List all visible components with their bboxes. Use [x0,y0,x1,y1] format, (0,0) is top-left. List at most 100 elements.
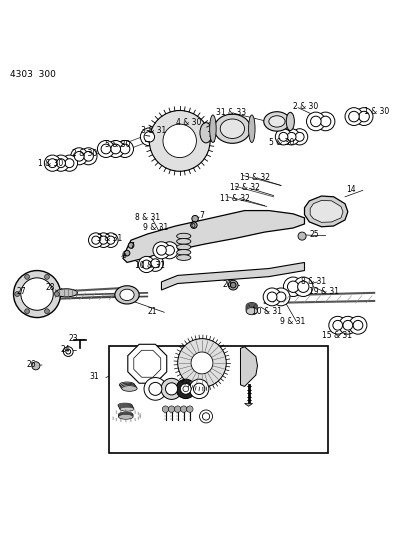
Polygon shape [304,196,348,227]
Circle shape [71,148,88,165]
Text: 15 & 31: 15 & 31 [322,331,352,340]
Circle shape [284,129,299,145]
Circle shape [191,222,197,229]
Circle shape [180,384,191,394]
Ellipse shape [286,112,294,131]
Text: 14: 14 [346,185,355,194]
Text: 9 & 31: 9 & 31 [280,317,306,326]
Circle shape [320,116,331,127]
Circle shape [189,379,209,399]
Ellipse shape [120,407,134,411]
Polygon shape [244,403,253,406]
Ellipse shape [119,405,133,409]
Ellipse shape [220,119,244,139]
Circle shape [147,255,164,271]
Circle shape [276,292,286,302]
Ellipse shape [120,383,135,389]
Ellipse shape [210,115,216,142]
Circle shape [161,378,182,399]
Ellipse shape [177,255,191,261]
Circle shape [149,382,162,395]
Circle shape [200,410,213,423]
Text: 25: 25 [309,230,319,239]
Circle shape [63,347,73,357]
Text: 2 & 30: 2 & 30 [72,149,98,158]
Ellipse shape [177,239,191,244]
Circle shape [202,413,210,420]
Text: 1 & 30: 1 & 30 [364,107,389,116]
Text: 19 & 31: 19 & 31 [308,287,339,296]
Circle shape [287,132,296,141]
Ellipse shape [118,404,133,408]
Circle shape [48,159,57,167]
Circle shape [228,280,238,290]
Ellipse shape [177,244,191,250]
Circle shape [191,352,213,374]
Text: 3 & 31: 3 & 31 [97,235,122,244]
Circle shape [359,111,369,122]
Circle shape [98,141,115,157]
Ellipse shape [55,289,78,297]
Text: 13 & 32: 13 & 32 [240,173,271,182]
Circle shape [111,144,120,154]
Circle shape [267,292,277,302]
Text: 7: 7 [199,212,204,220]
Circle shape [183,386,188,392]
Circle shape [329,317,347,334]
Circle shape [316,112,335,131]
Circle shape [89,233,103,247]
Circle shape [193,383,205,394]
Ellipse shape [121,384,136,390]
Circle shape [297,281,309,293]
Ellipse shape [246,305,257,312]
Circle shape [66,349,71,354]
Text: 27: 27 [17,287,27,296]
Circle shape [333,320,343,330]
Circle shape [107,141,124,157]
Circle shape [162,406,169,413]
Text: 5 & 30: 5 & 30 [269,139,294,148]
Text: 5 & 30: 5 & 30 [105,140,130,149]
Text: 24: 24 [60,345,70,354]
Ellipse shape [246,308,257,314]
Text: 9 & 31: 9 & 31 [143,223,169,232]
Circle shape [25,309,29,314]
Circle shape [144,132,155,142]
Circle shape [157,245,166,255]
Circle shape [25,274,29,279]
Polygon shape [240,347,257,386]
Circle shape [343,320,353,330]
Circle shape [92,236,100,244]
Circle shape [306,112,325,131]
Circle shape [295,132,304,141]
Ellipse shape [118,414,133,419]
Text: 10 & 31: 10 & 31 [252,306,282,316]
Polygon shape [123,211,304,262]
Ellipse shape [122,386,137,391]
Circle shape [13,271,60,318]
Circle shape [288,281,299,293]
Text: 3 & 31: 3 & 31 [141,126,166,135]
Circle shape [61,155,78,171]
Ellipse shape [264,112,290,131]
Ellipse shape [246,303,257,310]
Ellipse shape [119,382,135,387]
Circle shape [169,406,175,413]
Circle shape [263,288,281,306]
Text: 4303  300: 4303 300 [10,70,56,79]
Ellipse shape [269,116,285,127]
Circle shape [349,111,359,122]
Circle shape [128,243,134,248]
Polygon shape [128,344,167,383]
Circle shape [104,233,118,247]
Ellipse shape [214,114,251,143]
Circle shape [101,144,111,154]
Circle shape [56,159,65,167]
Text: 8 & 31: 8 & 31 [301,277,326,286]
Circle shape [107,236,115,244]
Text: 6: 6 [191,222,195,230]
Circle shape [44,155,60,171]
Text: 2 & 30: 2 & 30 [293,102,318,111]
Circle shape [349,317,367,334]
Ellipse shape [200,123,212,143]
